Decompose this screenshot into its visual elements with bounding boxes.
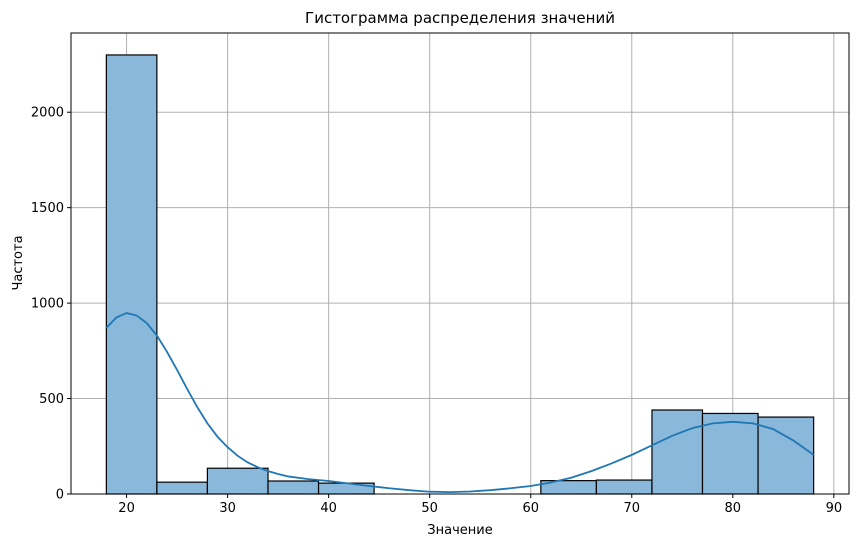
y-tick-label: 0 — [56, 488, 64, 503]
x-tick-label: 60 — [522, 501, 539, 516]
x-tick-label: 80 — [725, 501, 742, 516]
x-tick-label: 50 — [421, 501, 438, 516]
histogram-bar-11 — [701, 412, 759, 495]
y-axis-ticks: 0 500 1000 1500 2000 — [31, 106, 71, 503]
chart-title: Гистограмма распределения значений — [305, 9, 615, 27]
x-tick-label: 40 — [320, 501, 337, 516]
x-tick-label: 20 — [118, 501, 135, 516]
kde-curve — [105, 312, 815, 493]
histogram-bar-2 — [206, 467, 269, 495]
y-tick-label: 2000 — [31, 106, 64, 121]
y-tick-label: 500 — [39, 392, 64, 407]
x-axis-ticks: 20 30 40 50 60 70 80 90 — [118, 494, 842, 516]
x-axis-label: Значение — [427, 523, 492, 538]
x-tick-label: 30 — [219, 501, 236, 516]
histogram-bar-12 — [757, 416, 815, 495]
y-tick-label: 1000 — [31, 297, 64, 312]
histogram-bar-3 — [267, 480, 320, 495]
x-tick-label: 90 — [826, 501, 843, 516]
y-axis-label: Частота — [11, 235, 26, 290]
histogram-bar-1 — [156, 481, 209, 495]
histogram-bars — [105, 54, 815, 495]
histogram-bar-9 — [595, 479, 653, 495]
histogram-bar-0 — [105, 54, 158, 495]
y-tick-label: 1500 — [31, 201, 64, 216]
histogram-bar-10 — [651, 409, 704, 495]
x-tick-label: 70 — [623, 501, 640, 516]
plot-frame — [70, 32, 850, 495]
